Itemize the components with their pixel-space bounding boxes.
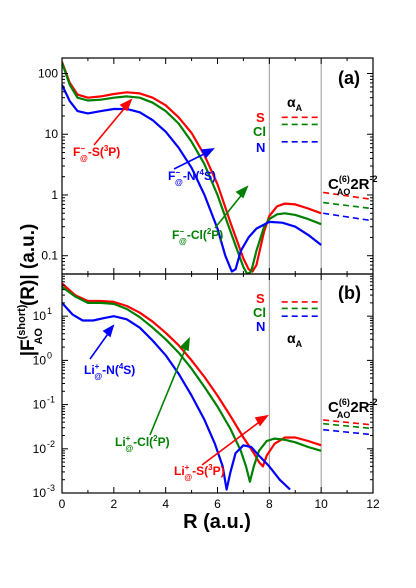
panel-b-ytick-label: 10	[33, 442, 47, 456]
panel-a-asymptote-5	[323, 212, 372, 222]
panel-b-arrow-cl	[149, 336, 190, 436]
panel-b-arrow-n	[89, 324, 115, 360]
panel-a-tag-n: N	[256, 140, 265, 155]
panel-b-series-green	[62, 286, 322, 483]
panel-a-ytick-label: 1	[51, 188, 58, 202]
panel-b-label-n: Li+ @-N(4S)	[84, 362, 135, 381]
panel-b-asymptote-4	[323, 422, 372, 430]
panel-b-ytick-exp: -2	[47, 439, 55, 449]
panel-a-label-n: F− @-N(4S)	[168, 168, 216, 187]
y-axis-title: |F(short) AO(R)| (a.u.)	[16, 224, 45, 357]
panel-a-alpha: αA	[287, 94, 303, 113]
x-tick-label: 0	[59, 497, 66, 511]
x-tick-label: 12	[366, 497, 380, 511]
x-tick-label: 2	[110, 497, 117, 511]
panel-a-arrow-s	[93, 98, 133, 146]
x-tick-label: 10	[314, 497, 328, 511]
panel-b-alpha: αA	[287, 330, 303, 349]
panel-b-ytick-label: 10	[33, 353, 47, 367]
panel-b-ytick-label: 10	[33, 309, 47, 323]
panel-a-label: (a)	[338, 68, 360, 88]
x-tick-label: 8	[266, 497, 273, 511]
panel-a-tag-cl: Cl	[253, 124, 266, 139]
panel-b-tag-cl: Cl	[253, 305, 266, 320]
panel-b-ytick-exp: 1	[47, 306, 52, 316]
panel-b-ytick-exp: -3	[47, 483, 55, 493]
panel-b-arrow-s	[201, 414, 269, 466]
panel-b-ytick-exp: 0	[47, 350, 52, 360]
panel-b-ytick-exp: -1	[47, 395, 55, 405]
panel-a-label-s: F− @-S(3P)	[73, 144, 120, 163]
panel-a-ytick-label: 10	[45, 127, 59, 141]
panel-b-ytick-label: 10	[33, 398, 47, 412]
panel-b-label: (b)	[338, 283, 361, 303]
panel-a-series-green	[62, 62, 322, 274]
panel-b-asymptote-3	[323, 419, 372, 426]
panel-b-tag-s: S	[256, 291, 265, 306]
panel-b-series-red	[62, 282, 322, 468]
x-axis-title: R (a.u.)	[183, 511, 251, 533]
panel-a-asymptote-3	[323, 191, 372, 201]
panel-b-c6-label: C(6) AO2R-2	[328, 397, 378, 420]
panel-a-c6-label: C(6) AO2R-2	[328, 174, 378, 197]
panel-a-series-red	[62, 61, 322, 273]
panel-b-tag-n: N	[256, 319, 265, 334]
panel-b-series-blue	[62, 302, 291, 491]
panel-a-ytick-label: 0.1	[41, 249, 58, 263]
x-tick-label: 6	[214, 497, 221, 511]
panel-a-asymptote-4	[323, 201, 372, 210]
panel-b-frame	[61, 273, 374, 494]
panel-b-asymptote-5	[323, 428, 372, 436]
panel-a-series-blue	[62, 84, 322, 273]
panel-b-ytick-label: 10	[33, 486, 47, 500]
panel-b-label-cl: Li+ @-Cl(2P)	[115, 434, 170, 453]
panel-a: 100 10 1 0.1 (a) S Cl N αA C(6) AO2R-2 F− @-S…	[38, 57, 378, 275]
panel-a-arrow-n	[173, 148, 215, 170]
panel-a-ytick-label: 100	[38, 67, 58, 81]
panel-a-label-cl: F− @-Cl(2P)	[172, 227, 223, 246]
panel-a-arrow-cl	[214, 185, 249, 229]
panel-a-tag-s: S	[256, 110, 265, 125]
x-tick-label: 4	[162, 497, 169, 511]
panel-b-label-s: Li+ @-S(3P)	[174, 463, 225, 482]
